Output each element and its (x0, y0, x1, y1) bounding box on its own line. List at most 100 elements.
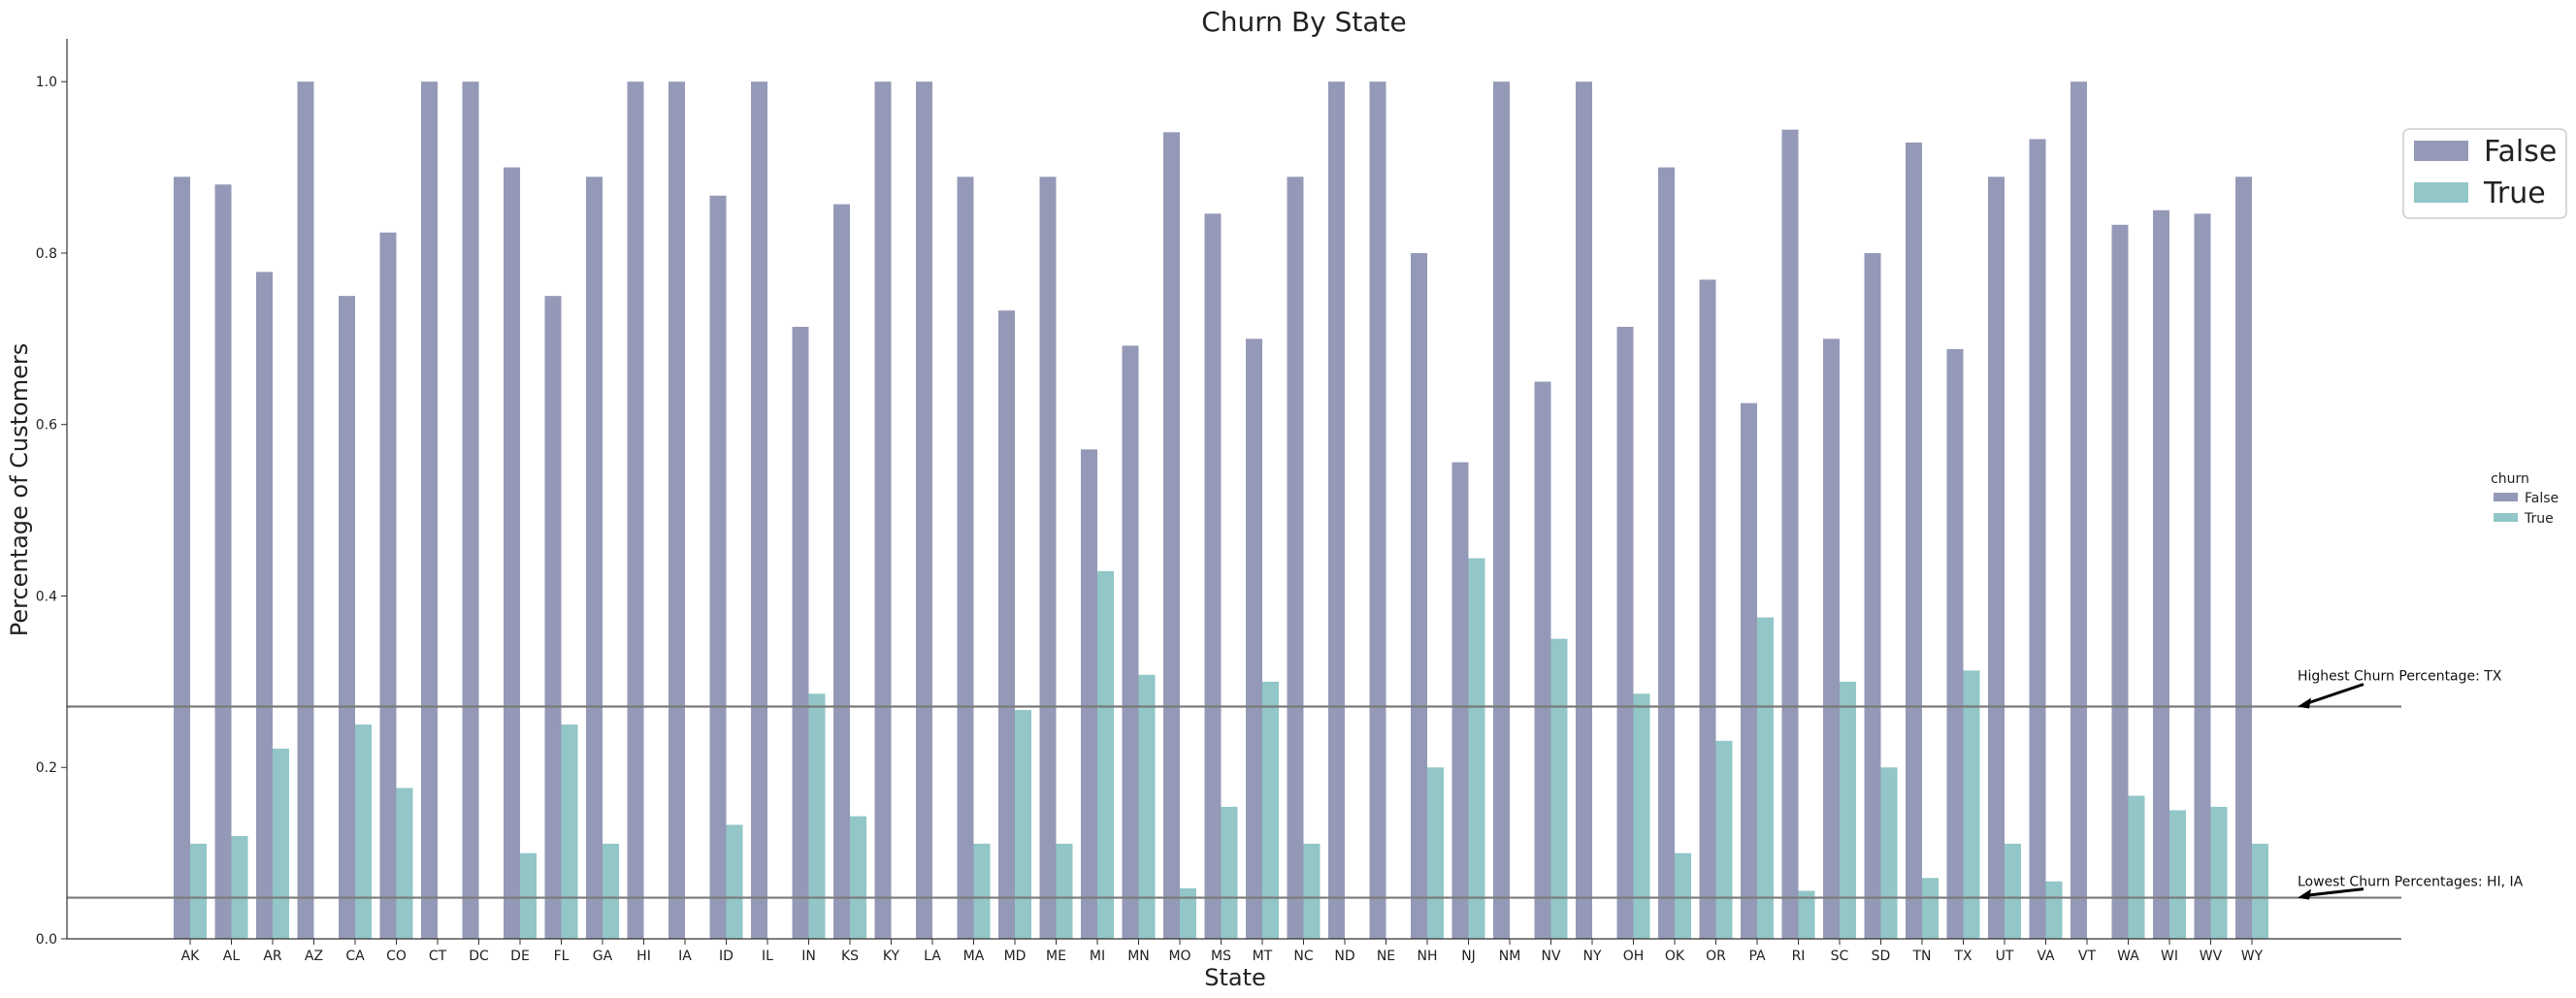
bar-false-wv (2194, 213, 2211, 940)
x-tick-label: WI (2161, 949, 2178, 964)
x-tick-label: ND (1334, 949, 1354, 964)
bar-false-ms (1204, 213, 1222, 940)
y-tick-label: 0.8 (36, 246, 57, 262)
x-axis-label: State (1204, 964, 1266, 991)
legend-inside: False True (2402, 128, 2567, 219)
bar-false-ma (957, 177, 974, 939)
bar-false-fl (544, 296, 562, 940)
x-tick-label: IN (801, 949, 816, 964)
y-tick-label: 0.0 (36, 932, 57, 948)
bar-false-mo (1163, 132, 1180, 940)
annotation-label-1: Highest Churn Percentage: TX (2298, 668, 2502, 684)
x-tick-label: DE (510, 949, 530, 964)
x-tick-label: OH (1623, 949, 1645, 964)
bar-false-ne (1369, 81, 1386, 939)
legend-inside-swatch-false (2414, 141, 2468, 161)
legend-outside-swatch-false (2494, 493, 2518, 501)
x-tick-label: OR (1706, 949, 1726, 964)
bar-false-ri (1781, 129, 1799, 939)
bar-true-oh (1633, 693, 1650, 939)
bar-false-ny (1576, 81, 1592, 939)
bar-true-tx (1963, 670, 1980, 939)
bar-true-ga (603, 843, 619, 939)
bar-false-ca (339, 296, 355, 940)
x-tick-label: MN (1127, 949, 1150, 964)
bar-true-ut (2005, 843, 2021, 939)
bar-false-pa (1741, 402, 1757, 940)
bar-false-de (504, 167, 520, 940)
bar-false-oh (1616, 326, 1634, 940)
bar-false-id (709, 195, 727, 940)
x-tick-label: AL (223, 949, 241, 964)
bars-group (174, 81, 2268, 940)
x-tick-label: NV (1541, 949, 1560, 964)
x-tick-label: MO (1168, 949, 1190, 964)
bar-true-ar (273, 748, 289, 939)
x-tick-label: MT (1253, 949, 1273, 964)
x-tick-label: NJ (1461, 949, 1476, 964)
bar-false-nm (1493, 81, 1510, 939)
annotation-label-2: Lowest Churn Percentages: HI, IA (2298, 875, 2524, 890)
x-tick-label: AK (181, 949, 201, 964)
x-tick-label: NC (1293, 949, 1313, 964)
x-tick-label: UT (1996, 949, 2014, 964)
axes: 0.0 0.2 0.4 0.6 0.8 1.0 AK AL AR AZ CA CO CT DC DE FL GA… (36, 39, 2401, 964)
bar-false-nc (1287, 177, 1304, 939)
bar-false-md (998, 310, 1015, 940)
bar-false-ok (1658, 167, 1675, 940)
y-tick-label: 0.6 (36, 418, 57, 434)
x-tick-label: LA (924, 949, 941, 964)
y-tick-label: 1.0 (36, 75, 57, 90)
x-tick-label: CO (386, 949, 407, 964)
bar-true-ri (1798, 890, 1815, 939)
x-tick-label: VT (2078, 949, 2097, 964)
bar-false-ky (874, 81, 892, 939)
bar-true-wy (2252, 843, 2268, 939)
x-tick-label: IL (762, 949, 773, 964)
bar-false-dc (462, 81, 479, 939)
x-tick-label: VA (2037, 949, 2055, 964)
bar-false-nj (1451, 462, 1469, 939)
bar-true-sd (1880, 767, 1898, 939)
bar-false-wi (2153, 209, 2169, 939)
bar-true-tn (1922, 878, 1939, 939)
bar-true-wv (2210, 806, 2228, 939)
bar-false-ia (668, 81, 685, 939)
bar-false-wy (2235, 177, 2252, 939)
chart-title: Churn By State (1201, 6, 1407, 38)
bar-true-mn (1138, 674, 1156, 939)
x-tick-label: GA (593, 949, 613, 964)
x-tick-label: WV (2200, 949, 2223, 964)
x-tick-label: ID (719, 949, 734, 964)
bar-true-id (726, 824, 743, 939)
x-tick-label: FL (554, 949, 570, 964)
bar-true-co (396, 788, 413, 939)
bar-false-va (2029, 139, 2046, 940)
bar-false-or (1699, 279, 1716, 939)
legend-inside-label-true: True (2483, 177, 2546, 210)
bar-false-wa (2111, 224, 2129, 939)
legend-inside-swatch-true (2414, 182, 2468, 203)
x-tick-label: WY (2241, 949, 2264, 964)
bar-false-ct (421, 81, 438, 939)
bar-false-mn (1122, 345, 1139, 939)
x-tick-label: AZ (305, 949, 323, 964)
bar-false-in (792, 326, 809, 940)
y-tick-label: 0.2 (36, 760, 57, 776)
bar-true-wa (2128, 795, 2145, 939)
annotation-arrow-2 (2302, 887, 2364, 898)
bar-true-sc (1840, 681, 1856, 939)
bar-false-ut (1988, 177, 2005, 939)
x-tick-label: TN (1911, 949, 1931, 964)
x-tick-label: SD (1872, 949, 1891, 964)
bar-false-il (751, 81, 767, 939)
bar-false-sc (1823, 338, 1840, 939)
bar-true-wi (2169, 810, 2186, 939)
bar-true-mi (1097, 570, 1114, 939)
bar-true-ms (1221, 806, 1238, 939)
y-axis-label: Percentage of Customers (6, 343, 33, 636)
annotation-arrow-1 (2302, 683, 2364, 706)
x-tick-label: MI (1090, 949, 1105, 964)
x-tick-label: ME (1046, 949, 1066, 964)
